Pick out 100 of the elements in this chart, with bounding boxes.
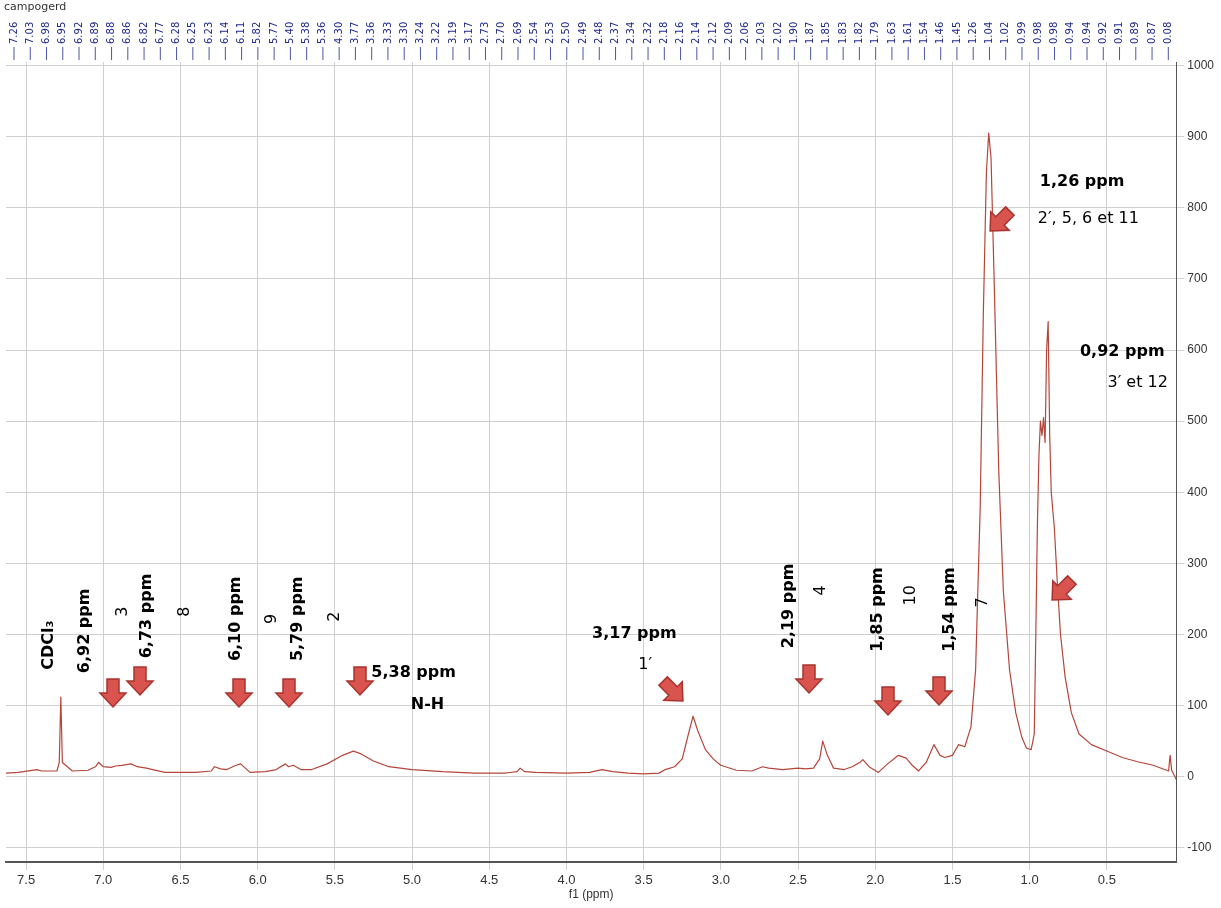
text: 5.38 [300, 21, 312, 44]
text: 3.30 [397, 21, 409, 44]
text: 5.82 [251, 21, 263, 44]
annotation: 2 [324, 611, 344, 622]
x-tick-label: 1.0 [1020, 872, 1039, 888]
x-tick-label: 6.5 [171, 872, 190, 888]
annotation: 2′, 5, 6 et 11 [1037, 207, 1139, 227]
text: 1.82 [853, 21, 864, 44]
text: 2.73 [479, 21, 491, 44]
text: 3.19 [446, 21, 458, 44]
text: 6.86 [121, 21, 133, 44]
text: 1.46 [934, 21, 946, 44]
text: 1.87 [804, 21, 816, 44]
annotation: 6,10 ppm [225, 576, 245, 662]
x-tick-label: 0.5 [1097, 872, 1116, 888]
annotation: 3,17 ppm [592, 622, 677, 642]
text: 0.99 [1015, 21, 1027, 44]
text: 2.53 [544, 21, 556, 44]
y-tick-label: 500 [1187, 413, 1208, 428]
y-tick-label: 300 [1187, 555, 1208, 570]
text: 1.79 [869, 21, 881, 44]
text: 0.91 [1113, 21, 1125, 44]
y-tick-label: 900 [1187, 128, 1208, 143]
text: 5.77 [267, 21, 279, 44]
text: 0.98 [1048, 21, 1060, 44]
text: 3.22 [430, 21, 442, 44]
annotation: 3′ et 12 [1107, 371, 1168, 391]
text: 2.06 [739, 21, 751, 44]
x-tick-label: 7.5 [17, 872, 36, 888]
text: 6.82 [137, 21, 149, 44]
text: 1.61 [901, 21, 913, 44]
annotation: 5,38 ppm [371, 662, 456, 681]
text: 2.48 [592, 21, 604, 44]
annotation: 9 [260, 613, 280, 624]
text: 2.03 [755, 21, 767, 44]
annotation: 5,79 ppm [286, 576, 306, 662]
text: 3.36 [365, 21, 377, 44]
y-tick-label: 1000 [1187, 57, 1215, 72]
text: 6.98 [40, 21, 52, 44]
text: 3.24 [414, 21, 426, 44]
text: 2.50 [560, 21, 572, 44]
x-tick-label: 2.5 [789, 872, 808, 888]
text: 6.95 [56, 21, 68, 44]
text: 2.54 [527, 21, 539, 44]
annotation: 7 [972, 597, 992, 608]
text: 3.17 [462, 21, 474, 44]
text: 2.09 [722, 21, 734, 44]
text: 5.36 [316, 21, 328, 44]
y-tick-label: 0 [1187, 768, 1195, 783]
text: 2.34 [625, 21, 637, 44]
text: 6.89 [88, 21, 100, 44]
text: 6.77 [153, 21, 165, 44]
text: 2.70 [495, 21, 507, 44]
text: 1.83 [836, 21, 848, 44]
annotation: N-H [410, 694, 445, 713]
annotation: 6,92 ppm [73, 588, 93, 674]
text: 0.08 [1161, 21, 1173, 44]
annotation: 4 [810, 585, 830, 596]
text: 1.45 [950, 21, 962, 44]
x-axis-title: f1 (ppm) [568, 887, 614, 902]
text: 0.98 [1031, 21, 1043, 44]
text: 4.30 [332, 21, 344, 44]
x-tick-label: 1.5 [943, 872, 962, 888]
text: 6.92 [72, 21, 84, 44]
y-tick-label: -100 [1187, 840, 1212, 855]
text: campogerd [4, 0, 67, 14]
annotation: 3 [112, 606, 132, 617]
text: 2.14 [690, 21, 702, 44]
text: 0.87 [1145, 21, 1157, 44]
x-tick-label: 3.5 [634, 872, 653, 888]
x-tick-label: 3.0 [711, 872, 730, 888]
text: 6.28 [170, 21, 182, 44]
annotation: 6,73 ppm [135, 573, 155, 659]
y-tick-label: 800 [1187, 200, 1208, 215]
x-tick-label: 5.0 [403, 872, 422, 888]
text: 1.90 [787, 21, 799, 44]
text: 6.14 [218, 21, 230, 44]
text: 0.94 [1080, 21, 1092, 44]
y-tick-label: 200 [1187, 626, 1208, 641]
text: 6.11 [235, 21, 247, 44]
annotation: 1,54 ppm [938, 567, 958, 652]
annotation: 1,26 ppm [1039, 171, 1125, 191]
text: 3.77 [349, 21, 361, 44]
text: 3.33 [381, 21, 393, 44]
text: 1.02 [999, 21, 1011, 44]
annotation: 1′ [638, 654, 653, 674]
x-tick-label: 4.0 [557, 872, 576, 888]
text: 0.89 [1129, 21, 1141, 44]
text: 2.16 [674, 21, 686, 44]
text: 2.69 [511, 21, 523, 44]
annotation: CDCl₃ [38, 620, 58, 670]
x-tick-label: 7.0 [94, 872, 113, 888]
y-tick-label: 400 [1187, 484, 1208, 499]
y-tick-label: 600 [1187, 342, 1208, 357]
text: 6.23 [202, 21, 214, 44]
text: 1.54 [918, 21, 930, 44]
text: 6.88 [105, 21, 117, 44]
annotation: 8 [174, 606, 194, 617]
annotation: 0,92 ppm [1079, 341, 1165, 361]
text: 2.02 [771, 21, 783, 44]
